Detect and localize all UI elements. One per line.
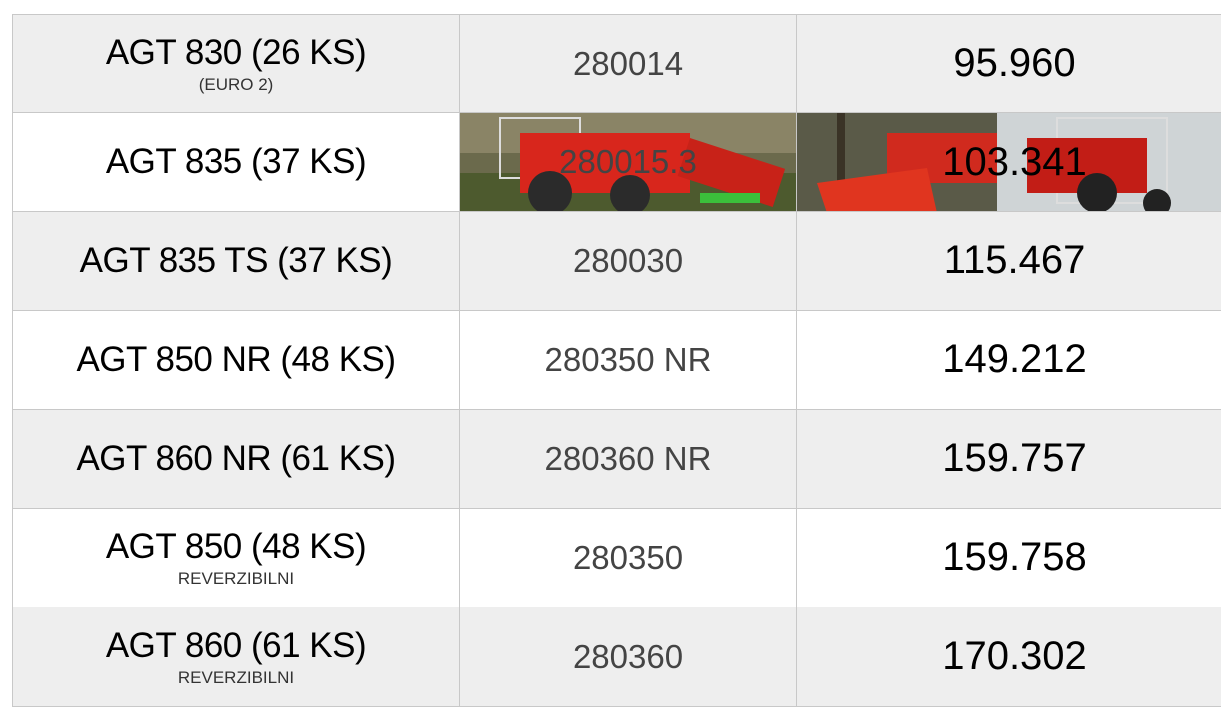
model-name: AGT 835 TS (37 KS)	[80, 241, 393, 281]
model-name: AGT 860 (61 KS)	[106, 626, 366, 666]
table-cell: 280350	[460, 509, 797, 608]
model-name: AGT 850 (48 KS)	[106, 527, 366, 567]
page: {"table": {"rows": [ {"name": "AGT 830 (…	[0, 0, 1221, 700]
table-cell: AGT 860 (61 KS)REVERZIBILNI	[12, 607, 460, 706]
price: 159.758	[942, 535, 1087, 580]
price: 159.757	[942, 436, 1087, 481]
model-name: AGT 860 NR (61 KS)	[76, 439, 395, 479]
model-note: REVERZIBILNI	[178, 569, 294, 589]
product-code: 280360	[573, 638, 683, 676]
product-code: 280350	[573, 539, 683, 577]
table-cell: 103.341	[797, 113, 1221, 212]
product-code: 280014	[573, 45, 683, 83]
table-cell: 95.960	[797, 14, 1221, 113]
table-cell: AGT 860 NR (61 KS)	[12, 410, 460, 509]
table-cell: 170.302	[797, 607, 1221, 706]
model-name: AGT 830 (26 KS)	[106, 33, 366, 73]
product-code: 280030	[573, 242, 683, 280]
price: 149.212	[942, 337, 1087, 382]
model-name: AGT 850 NR (48 KS)	[76, 340, 395, 380]
table-cell: 149.212	[797, 311, 1221, 410]
table-cell: AGT 835 (37 KS)	[12, 113, 460, 212]
table-cell: 159.757	[797, 410, 1221, 509]
table-cell: 115.467	[797, 212, 1221, 311]
model-note: REVERZIBILNI	[178, 668, 294, 688]
table-cell: 280360	[460, 607, 797, 706]
price-table: AGT 830 (26 KS)(EURO 2) 280014 95.960 AGT 8…	[12, 14, 1221, 714]
table-cell: AGT 850 (48 KS)REVERZIBILNI	[12, 509, 460, 608]
price: 103.341	[942, 140, 1087, 185]
price: 170.302	[942, 634, 1087, 679]
table-cell: 280030	[460, 212, 797, 311]
price: 115.467	[944, 238, 1086, 283]
table-cell: 159.758	[797, 509, 1221, 608]
table-cell: AGT 835 TS (37 KS)	[12, 212, 460, 311]
product-code: 280015.3	[559, 143, 697, 181]
table-cell: AGT 830 (26 KS)(EURO 2)	[12, 14, 460, 113]
product-code: 280350 NR	[545, 341, 712, 379]
model-name: AGT 835 (37 KS)	[106, 142, 366, 182]
table-cell: 280350 NR	[460, 311, 797, 410]
table-cell: 280015.3	[460, 113, 797, 212]
product-code: 280360 NR	[545, 440, 712, 478]
price: 95.960	[953, 41, 1075, 86]
model-note: (EURO 2)	[199, 75, 274, 95]
table-cell: AGT 850 NR (48 KS)	[12, 311, 460, 410]
table-cell: 280360 NR	[460, 410, 797, 509]
table-cell: 280014	[460, 14, 797, 113]
